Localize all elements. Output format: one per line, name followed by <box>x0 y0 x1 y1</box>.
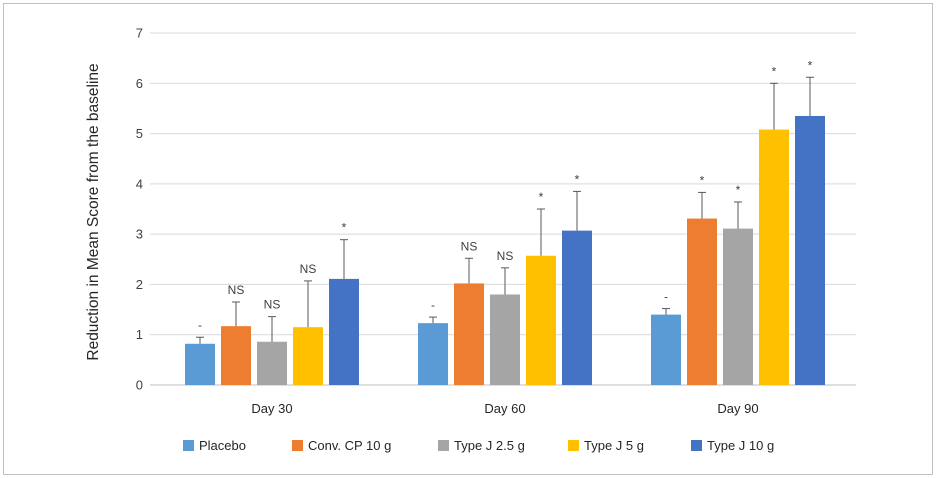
legend-label: Type J 5 g <box>584 438 644 453</box>
bar <box>795 115 825 385</box>
bar <box>651 314 681 385</box>
y-tick-label: 3 <box>136 227 143 242</box>
y-tick-label: 2 <box>136 277 143 292</box>
significance-label: * <box>808 58 813 72</box>
bars <box>185 115 825 385</box>
legend: Placebo Conv. CP 10 g Type J 2.5 g Type J 5… <box>183 438 774 453</box>
legend-label: Type J 10 g <box>707 438 774 453</box>
significance-label: NS <box>300 262 317 276</box>
significance-label: * <box>736 183 741 197</box>
bar <box>526 255 556 385</box>
significance-label: * <box>772 64 777 78</box>
bar <box>759 129 789 385</box>
error-bars <box>196 76 814 344</box>
legend-swatch <box>292 440 303 451</box>
significance-label: * <box>575 172 580 186</box>
legend-swatch <box>568 440 579 451</box>
significance-label: NS <box>497 249 514 263</box>
y-tick-label: 1 <box>136 327 143 342</box>
bar <box>257 341 287 385</box>
y-axis-ticks: 0 1 2 3 4 5 6 7 <box>136 26 143 393</box>
bar <box>562 230 592 385</box>
significance-label: * <box>342 221 347 235</box>
significance-annotations: - NS NS NS * - NS NS * * - * * * * <box>198 58 813 332</box>
bar <box>490 294 520 385</box>
x-category-label: Day 30 <box>251 401 292 416</box>
bar <box>454 283 484 385</box>
y-tick-label: 5 <box>136 126 143 141</box>
bar <box>723 228 753 385</box>
significance-label: NS <box>264 298 281 312</box>
bar <box>687 218 717 385</box>
x-axis-categories: Day 30 Day 60 Day 90 <box>251 401 758 416</box>
bar <box>418 323 448 385</box>
legend-label: Conv. CP 10 g <box>308 438 391 453</box>
bar <box>329 278 359 385</box>
x-category-label: Day 60 <box>484 401 525 416</box>
bar <box>221 326 251 385</box>
x-category-label: Day 90 <box>717 401 758 416</box>
y-tick-label: 6 <box>136 76 143 91</box>
significance-label: * <box>539 190 544 204</box>
y-axis-label: Reduction in Mean Score from the baselin… <box>85 63 102 360</box>
y-tick-label: 4 <box>136 176 143 191</box>
significance-label: NS <box>228 283 245 297</box>
y-tick-label: 7 <box>136 26 143 41</box>
bar <box>293 327 323 385</box>
legend-swatch <box>183 440 194 451</box>
significance-label: * <box>700 173 705 187</box>
legend-swatch <box>691 440 702 451</box>
legend-swatch <box>438 440 449 451</box>
y-tick-label: 0 <box>136 378 143 393</box>
legend-label: Placebo <box>199 438 246 453</box>
legend-label: Type J 2.5 g <box>454 438 525 453</box>
significance-label: NS <box>461 239 478 253</box>
bar <box>185 343 215 385</box>
significance-label: - <box>431 298 435 312</box>
significance-label: - <box>198 318 202 332</box>
significance-label: - <box>664 290 668 304</box>
